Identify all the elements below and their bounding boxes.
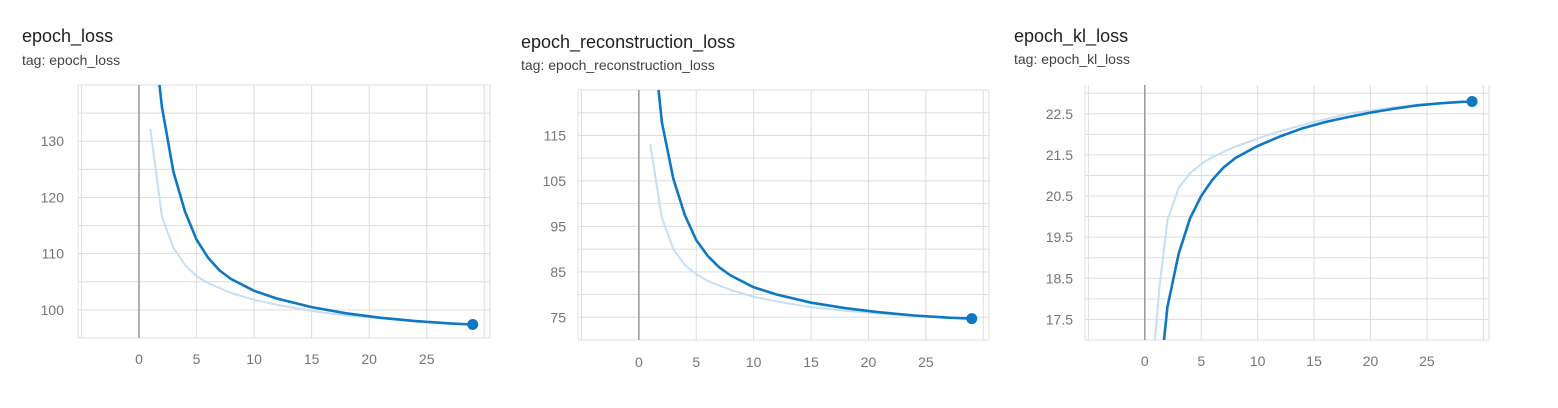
chart-tag: tag: epoch_loss [22,52,121,68]
last-value-point[interactable] [966,313,978,325]
y-tick-label: 120 [41,189,65,205]
series-line-smoothed[interactable] [156,57,475,326]
x-tick-label: 0 [1141,353,1149,369]
y-tick-label: 115 [544,127,567,143]
y-tick-label: 110 [42,246,65,262]
x-tick-label: 10 [246,351,262,367]
y-tick-label: 19.5 [1046,229,1073,245]
chart-title: epoch_reconstruction_loss [521,32,736,52]
x-tick-label: 5 [193,351,201,367]
chart-card-epoch-reconstruction-loss: epoch_reconstruction_loss tag: epoch_rec… [500,0,1010,408]
x-tick-label: 10 [1250,353,1266,369]
x-tick-label: 25 [1419,353,1435,369]
last-value-point[interactable] [467,319,479,331]
line-chart[interactable]: 75 85 95 105 115 0 5 10 15 20 25 [500,0,1010,408]
chart-title: epoch_loss [22,26,114,46]
chart-card-epoch-loss: epoch_loss tag: epoch_loss 100 110 120 130 0… [0,0,500,408]
chart-card-epoch-kl-loss: epoch_kl_loss tag: epoch_kl_loss 17.5 18.… [1000,0,1520,408]
y-tick-label: 85 [550,264,566,280]
x-tick-label: 0 [135,351,143,367]
series-line-smoothed[interactable] [657,76,974,320]
x-tick-label: 20 [861,354,877,370]
x-tick-label: 25 [419,351,435,367]
y-tick-label: 20.5 [1046,188,1073,204]
chart-tag: tag: epoch_kl_loss [1014,51,1130,67]
y-tick-label: 17.5 [1046,311,1073,327]
x-tick-label: 5 [692,354,700,370]
y-tick-label: 95 [550,218,566,234]
y-tick-label: 105 [543,173,567,189]
x-tick-label: 5 [1197,353,1205,369]
x-tick-label: 15 [1306,353,1322,369]
series-line-smoothed[interactable] [1162,100,1474,341]
y-tick-label: 18.5 [1046,270,1073,286]
x-tick-label: 25 [918,354,934,370]
y-tick-label: 21.5 [1046,147,1073,163]
x-tick-label: 10 [746,354,762,370]
x-tick-label: 20 [1363,353,1379,369]
chart-title: epoch_kl_loss [1014,26,1129,46]
line-chart[interactable]: 100 110 120 130 0 5 10 15 20 25 [0,0,500,408]
series-line-raw[interactable] [1154,100,1474,341]
y-tick-label: 75 [550,309,566,325]
x-tick-label: 15 [304,351,320,367]
y-tick-label: 130 [41,133,65,149]
x-tick-label: 0 [635,354,643,370]
chart-tag: tag: epoch_reconstruction_loss [521,57,715,73]
x-tick-label: 20 [361,351,377,367]
y-tick-label: 22.5 [1046,106,1073,122]
last-value-point[interactable] [1466,95,1478,107]
y-tick-label: 100 [41,302,65,318]
x-tick-label: 15 [803,354,819,370]
line-chart[interactable]: 17.5 18.5 19.5 20.5 21.5 22.5 0 5 10 15 20 25 [1000,0,1520,408]
